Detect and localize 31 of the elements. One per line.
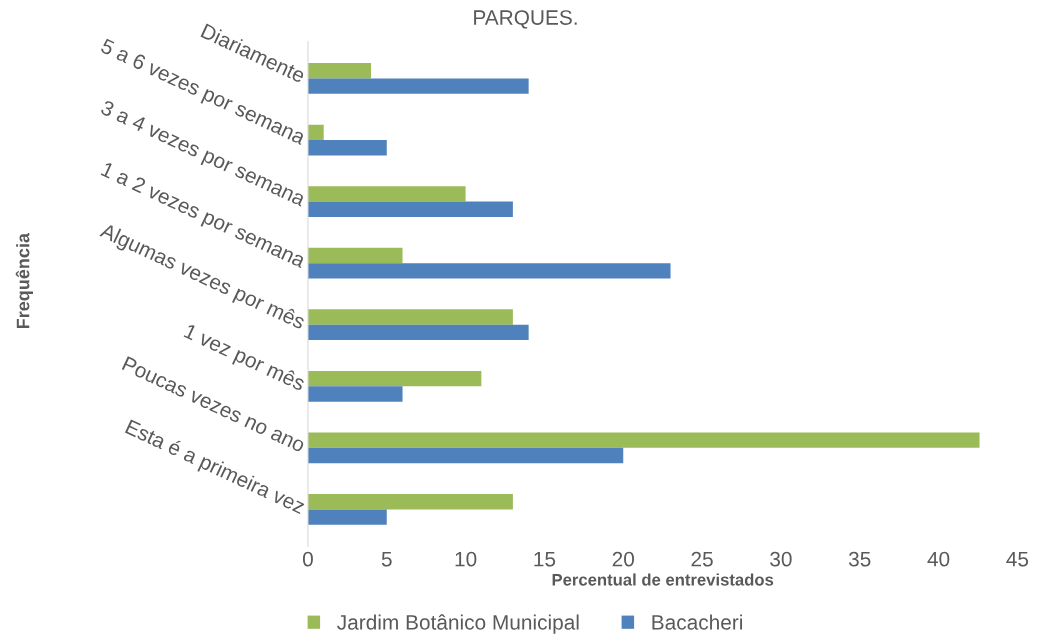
bar <box>307 309 513 325</box>
x-tick-label: 30 <box>770 551 792 567</box>
x-tick-label: 0 <box>302 551 313 567</box>
bar <box>307 370 482 387</box>
x-tick-label: 25 <box>691 551 713 567</box>
bar <box>307 494 513 510</box>
x-tick-label: 35 <box>848 551 871 567</box>
bar <box>307 509 387 525</box>
bar <box>307 432 980 448</box>
y-axis-title: Frequência <box>15 232 33 329</box>
x-tick-label: 20 <box>612 551 635 567</box>
x-tick-label: 5 <box>381 551 392 567</box>
x-axis-title: Percentual de entrevistados <box>552 573 774 586</box>
legend-label: Bacacheri <box>652 614 742 630</box>
x-tick-label: 45 <box>1006 551 1029 567</box>
bar <box>307 247 403 264</box>
legend-label: Jardim Botânico Municipal <box>337 614 579 634</box>
bar <box>307 447 624 464</box>
x-tick-label: 40 <box>927 551 950 567</box>
bar <box>307 386 403 402</box>
chart-title: PARQUES. <box>474 10 577 29</box>
bar <box>307 263 671 279</box>
x-tick-label: 15 <box>534 551 556 567</box>
bar <box>307 201 513 217</box>
bar <box>307 140 387 156</box>
bar <box>307 324 529 341</box>
bar <box>307 186 466 202</box>
bar <box>307 124 324 141</box>
x-tick-label: 10 <box>455 551 477 567</box>
bar <box>307 63 371 79</box>
bar <box>307 78 529 94</box>
